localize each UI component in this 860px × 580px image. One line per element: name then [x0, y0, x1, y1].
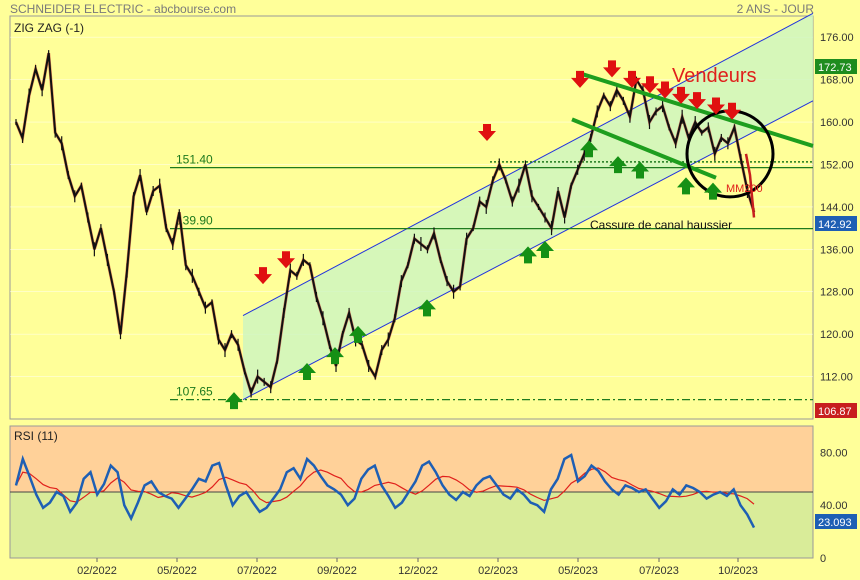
- price-y-tick-label: 144.00: [820, 202, 854, 214]
- price-y-tick-label: 120.00: [820, 329, 854, 341]
- buy-arrow: [298, 362, 316, 380]
- price-line: [15, 52, 755, 396]
- buy-arrow: [225, 392, 243, 410]
- buy-arrow: [418, 299, 436, 317]
- price-y-tick-label: 112.00: [820, 372, 853, 384]
- rsi-line: [14, 453, 756, 529]
- support-tag: 106.87: [818, 406, 852, 418]
- price-y-tick-label: 152.00: [820, 159, 854, 171]
- buy-arrow: [536, 241, 554, 259]
- sell-arrow: [672, 86, 690, 104]
- sell-arrow: [656, 81, 674, 99]
- breakdown-drop: [744, 153, 756, 218]
- sell-arrow: [254, 267, 272, 285]
- buy-arrow: [677, 177, 695, 195]
- rsi-overbought-zone: [10, 426, 813, 492]
- x-axis-ticks: 02/2022 05/2022 07/2022 09/2022 12/2022 02/20…: [77, 558, 758, 577]
- seller-trendline-upper: [582, 72, 814, 148]
- level-label: 151.40: [176, 153, 213, 167]
- price-tags: 172.73 142.92 106.87: [815, 59, 857, 418]
- channel-upper-line: [242, 12, 814, 317]
- x-tick-label: 10/2023: [718, 565, 758, 577]
- price-y-tick-label: 128.00: [820, 287, 854, 299]
- x-tick-label: 05/2022: [157, 565, 197, 577]
- x-tick-label: 07/2022: [237, 565, 277, 577]
- level-label: 139.90: [176, 214, 213, 228]
- last-price-tag: 142.92: [818, 219, 852, 231]
- rsi-label: RSI (11): [14, 429, 58, 443]
- last-price-tag-bg: [815, 216, 857, 231]
- rsi-panel: RSI (11) 80.00 40.00 0 23.093: [9, 425, 857, 565]
- chart-source-title: SCHNEIDER ELECTRIC - abcbourse.com: [10, 2, 237, 16]
- price-panel-frame: [9, 15, 814, 420]
- price-y-tick-label: 168.00: [820, 75, 854, 87]
- x-tick-label: 02/2023: [478, 565, 518, 577]
- sell-arrow: [723, 102, 741, 120]
- ma200-annotation: MM200: [726, 183, 763, 195]
- buy-arrow: [519, 246, 537, 264]
- rsi-y-ticks: 80.00 40.00 0: [820, 447, 848, 565]
- rsi-last-tag: 23.093: [818, 517, 852, 529]
- zigzag-indicator-label: ZIG ZAG (-1): [14, 21, 84, 35]
- rsi-moving-average: [15, 467, 755, 505]
- breakout-annotation: Cassure de canal haussier: [590, 218, 732, 232]
- channel-top-tag-bg: [815, 59, 857, 74]
- sell-arrow: [571, 70, 589, 88]
- sell-arrow: [623, 70, 641, 88]
- sellers-annotation: Vendeurs: [672, 65, 757, 87]
- level-label: 107.65: [176, 385, 213, 399]
- rsi-y-tick-label: 0: [820, 553, 826, 565]
- seller-trendline-lower: [571, 117, 717, 180]
- x-tick-label: 05/2023: [558, 565, 598, 577]
- buy-arrow: [349, 325, 367, 343]
- price-y-tick-label: 160.00: [820, 117, 854, 129]
- sell-arrow: [277, 251, 295, 269]
- price-panel: 151.40 139.90 107.65 ZIG ZAG (-1) Vendeurs…: [9, 12, 857, 420]
- rsi-y-tick-label: 80.00: [820, 447, 848, 459]
- channel-top-tag: 172.73: [818, 62, 852, 74]
- buy-arrow: [580, 140, 598, 158]
- buy-arrow: [704, 182, 722, 200]
- rsi-oversold-zone: [10, 492, 813, 558]
- support-tag-bg: [815, 403, 857, 418]
- x-tick-label: 07/2023: [639, 565, 679, 577]
- sell-arrow: [478, 123, 496, 141]
- price-y-tick-label: 176.00: [820, 32, 854, 44]
- x-tick-label: 02/2022: [77, 565, 117, 577]
- sell-arrow: [641, 76, 659, 94]
- buy-arrow: [631, 161, 649, 179]
- chart-period-label: 2 ANS - JOUR: [736, 2, 814, 16]
- price-series: [14, 50, 756, 398]
- x-tick-label: 12/2022: [398, 565, 438, 577]
- ascending-channel-fill: [243, 13, 813, 400]
- sell-arrow: [707, 97, 725, 115]
- price-y-tick-label: 136.00: [820, 244, 854, 256]
- rsi-last-tag-bg: [815, 514, 857, 529]
- sell-arrow: [688, 92, 706, 110]
- x-tick-label: 09/2022: [317, 565, 357, 577]
- buy-arrow: [609, 156, 627, 174]
- price-y-ticks: 176.00 168.00 160.00 152.00 144.00 136.00 128.…: [820, 32, 854, 383]
- horizontal-levels: 151.40 139.90 107.65: [170, 153, 813, 401]
- rsi-y-tick-label: 40.00: [820, 500, 848, 512]
- sell-arrow: [603, 60, 621, 78]
- buy-arrow: [326, 347, 344, 365]
- signal-arrows: [225, 60, 756, 410]
